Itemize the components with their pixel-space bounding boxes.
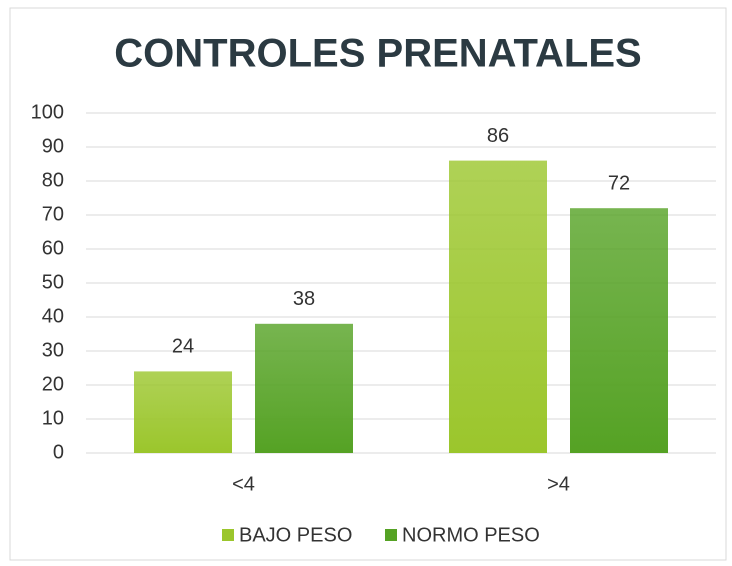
y-tick-label: 70: [42, 203, 64, 225]
y-tick-label: 50: [42, 271, 64, 293]
data-label: 86: [487, 125, 509, 147]
chart-title: CONTROLES PRENATALES: [114, 32, 641, 76]
bar: [570, 208, 668, 453]
y-tick-label: 60: [42, 237, 64, 259]
y-tick-label: 90: [42, 135, 64, 157]
legend-swatch: [222, 529, 234, 541]
y-tick-label: 10: [42, 407, 64, 429]
bar: [255, 323, 353, 453]
y-tick-label: 0: [53, 441, 64, 463]
bar: [134, 371, 232, 453]
data-label: 72: [608, 172, 630, 194]
y-tick-label: 80: [42, 169, 64, 191]
legend-label: NORMO PESO: [402, 524, 540, 546]
data-label: 38: [293, 288, 315, 310]
y-tick-label: 40: [42, 305, 64, 327]
y-tick-label: 20: [42, 373, 64, 395]
x-tick-label: >4: [547, 473, 570, 495]
y-tick-label: 30: [42, 339, 64, 361]
legend-label: BAJO PESO: [239, 524, 352, 546]
data-label: 24: [172, 336, 194, 358]
y-tick-label: 100: [31, 101, 64, 123]
bar: [449, 160, 547, 453]
legend-swatch: [385, 529, 397, 541]
x-tick-label: <4: [232, 473, 255, 495]
